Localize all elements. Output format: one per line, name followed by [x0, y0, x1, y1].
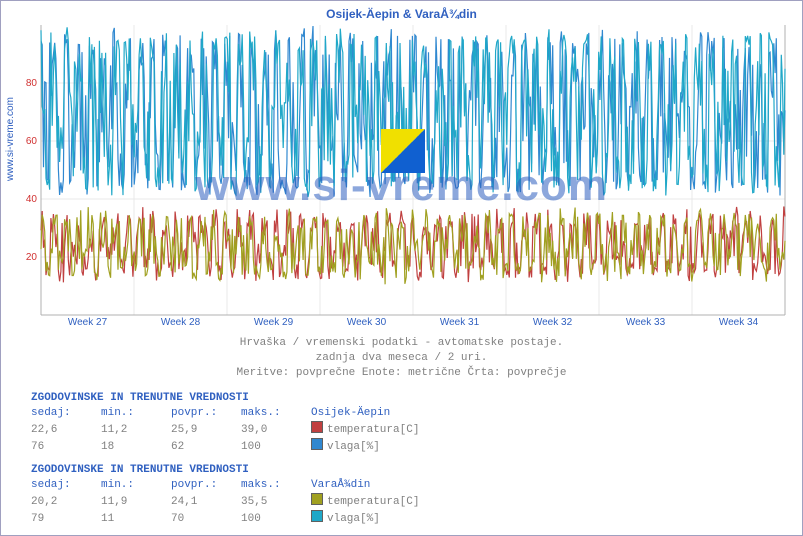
stats-value: 70 — [171, 512, 241, 527]
stats-value: 76 — [31, 440, 101, 455]
x-tick-label: Week 27 — [68, 317, 107, 328]
color-swatch-icon — [311, 510, 323, 522]
x-tick-label: Week 28 — [161, 317, 200, 328]
stats-value: 18 — [101, 440, 171, 455]
stats-col-label: sedaj: — [31, 406, 101, 421]
stats-value: 24,1 — [171, 495, 241, 510]
stats-value: 79 — [31, 512, 101, 527]
stats-col-label: povpr.: — [171, 406, 241, 421]
series-label: temperatura[C] — [327, 423, 419, 438]
x-tick-label: Week 29 — [254, 317, 293, 328]
series-legend: temperatura[C] — [311, 421, 419, 438]
stats-block-station-2: ZGODOVINSKE IN TRENUTNE VREDNOSTIsedaj:m… — [31, 463, 419, 526]
chart-frame: Osijek-Äepin & VaraÅ¾din www.si-vreme.co… — [0, 0, 803, 536]
stats-row: 761862100 vlaga[%] — [31, 438, 419, 455]
stats-value: 11 — [101, 512, 171, 527]
stats-value: 39,0 — [241, 423, 311, 438]
stats-row: 22,611,225,939,0 temperatura[C] — [31, 421, 419, 438]
x-tick-label: Week 30 — [347, 317, 386, 328]
svg-text:40: 40 — [26, 194, 38, 205]
subtitle-line-1: Hrvaška / vremenski podatki - avtomatske… — [1, 337, 802, 349]
stats-col-label: maks.: — [241, 478, 311, 493]
series-label: temperatura[C] — [327, 495, 419, 510]
stats-row: 20,211,924,135,5 temperatura[C] — [31, 493, 419, 510]
station-name: VaraÅ¾din — [311, 478, 370, 493]
x-tick-label: Week 31 — [440, 317, 479, 328]
x-tick-label: Week 34 — [719, 317, 758, 328]
series-label: vlaga[%] — [327, 440, 380, 455]
stats-value: 11,9 — [101, 495, 171, 510]
stats-columns: sedaj:min.:povpr.:maks.:Osijek-Äepin — [31, 406, 419, 421]
stats-value: 62 — [171, 440, 241, 455]
stats-row: 791170100 vlaga[%] — [31, 510, 419, 527]
stats-block-station-1: ZGODOVINSKE IN TRENUTNE VREDNOSTIsedaj:m… — [31, 391, 419, 454]
stats-header: ZGODOVINSKE IN TRENUTNE VREDNOSTI — [31, 463, 419, 478]
color-swatch-icon — [311, 493, 323, 505]
chart-svg: 20406080 — [41, 25, 785, 315]
chart-title: Osijek-Äepin & VaraÅ¾din — [1, 1, 802, 21]
stats-value: 22,6 — [31, 423, 101, 438]
subtitle-line-3: Meritve: povprečne Enote: metrične Črta:… — [1, 367, 802, 379]
stats-col-label: povpr.: — [171, 478, 241, 493]
chart-area: 20406080 — [41, 25, 785, 315]
stats-columns: sedaj:min.:povpr.:maks.:VaraÅ¾din — [31, 478, 419, 493]
color-swatch-icon — [311, 438, 323, 450]
stats-col-label: sedaj: — [31, 478, 101, 493]
y-axis-label-left: www.si-vreme.com — [5, 97, 16, 181]
stats-value: 20,2 — [31, 495, 101, 510]
x-tick-label: Week 33 — [626, 317, 665, 328]
stats-col-label: min.: — [101, 478, 171, 493]
stats-value: 25,9 — [171, 423, 241, 438]
x-tick-label: Week 32 — [533, 317, 572, 328]
series-legend: vlaga[%] — [311, 510, 380, 527]
stats-value: 100 — [241, 440, 311, 455]
stats-value: 100 — [241, 512, 311, 527]
series-legend: temperatura[C] — [311, 493, 419, 510]
svg-text:60: 60 — [26, 136, 38, 147]
stats-col-label: maks.: — [241, 406, 311, 421]
svg-text:80: 80 — [26, 78, 38, 89]
stats-value: 35,5 — [241, 495, 311, 510]
stats-header: ZGODOVINSKE IN TRENUTNE VREDNOSTI — [31, 391, 419, 406]
subtitle-line-2: zadnja dva meseca / 2 uri. — [1, 352, 802, 364]
x-axis-labels: Week 27 Week 28 Week 29 Week 30 Week 31 Week … — [41, 317, 785, 335]
series-label: vlaga[%] — [327, 512, 380, 527]
series-legend: vlaga[%] — [311, 438, 380, 455]
stats-value: 11,2 — [101, 423, 171, 438]
svg-text:20: 20 — [26, 252, 38, 263]
color-swatch-icon — [311, 421, 323, 433]
station-name: Osijek-Äepin — [311, 406, 390, 421]
stats-col-label: min.: — [101, 406, 171, 421]
